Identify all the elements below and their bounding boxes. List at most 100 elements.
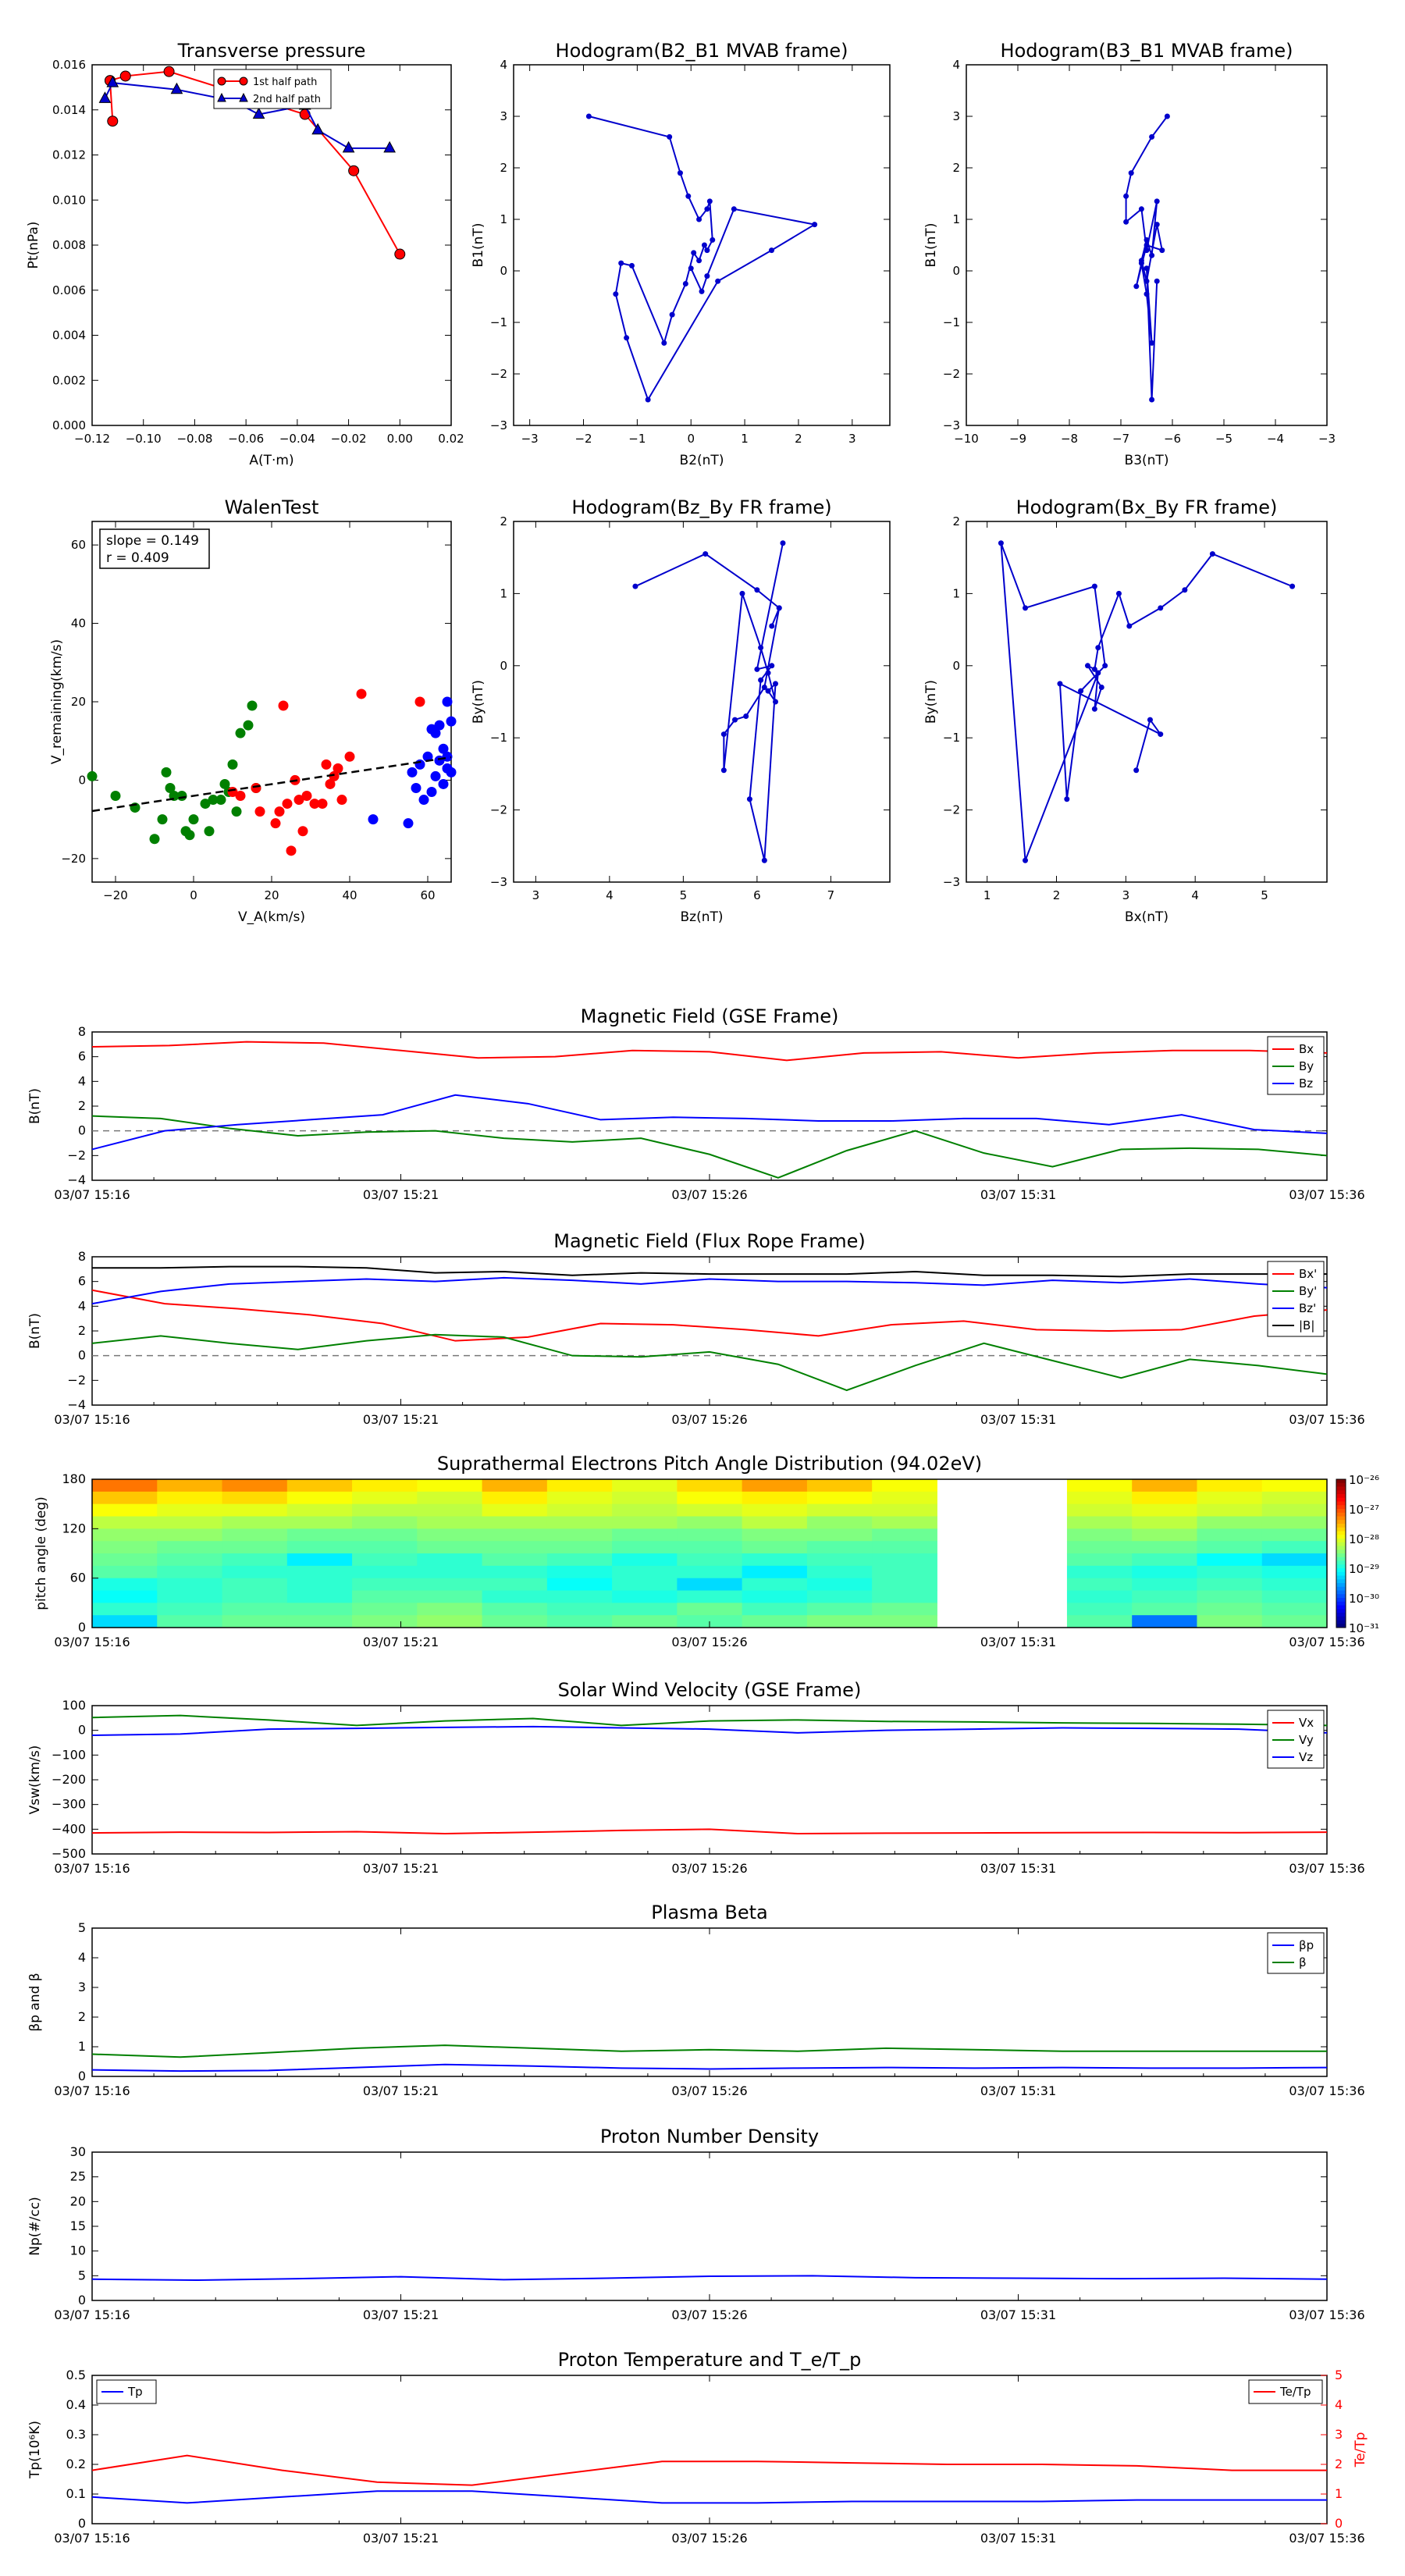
hodogram-point xyxy=(1158,605,1164,611)
heatmap-cell xyxy=(92,1503,158,1517)
chart-title: Suprathermal Electrons Pitch Angle Distr… xyxy=(437,1453,982,1475)
y2-tick-label: 1 xyxy=(1335,2486,1343,2501)
data-point xyxy=(430,770,441,781)
heatmap-cell xyxy=(872,1578,937,1591)
magnetic-field-gse-panel: Magnetic Field (GSE Frame) 03/07 15:16 03/… xyxy=(27,1005,1365,1202)
x-tick-label: 6 xyxy=(753,888,761,902)
hodogram-point xyxy=(769,623,775,629)
heatmap-cell xyxy=(157,1578,223,1591)
heatmap-cell xyxy=(157,1528,223,1542)
y-tick-label: 1 xyxy=(500,586,507,600)
y-tick-label: −2 xyxy=(943,803,960,817)
y-tick-label: 0.010 xyxy=(52,193,86,207)
x-tick-label: 03/07 15:21 xyxy=(363,1635,439,1649)
heatmap-cell xyxy=(1261,1553,1328,1567)
legend-label: Tp xyxy=(127,2385,143,2399)
hodogram-b3-b1-panel: Hodogram(B3_B1 MVAB frame)−10 −9 −8 −7 −6 −5−… xyxy=(923,40,1336,468)
heatmap-cell xyxy=(612,1528,678,1542)
y-tick-label: 0 xyxy=(78,2293,86,2307)
heatmap-cell xyxy=(806,1541,873,1554)
y-tick-label: 4 xyxy=(78,1073,86,1088)
hodogram-point xyxy=(685,193,692,199)
hodogram-point xyxy=(732,717,738,723)
proton-temperature-panel: Proton Temperature and T_e/T_p 03/07 15:1… xyxy=(27,2349,1368,2546)
legend-label: Bx' xyxy=(1299,1267,1317,1281)
heatmap-cell xyxy=(222,1528,288,1542)
heatmap-cell xyxy=(806,1553,873,1567)
hodogram-point xyxy=(1133,283,1140,290)
x-tick-label: 03/07 15:26 xyxy=(671,2307,747,2322)
x-tick-label: −7 xyxy=(1112,432,1129,446)
x-tick-label: 03/07 15:31 xyxy=(980,1861,1056,1876)
data-point xyxy=(414,759,425,770)
legend: Vx Vy Vz xyxy=(1267,1710,1325,1769)
data-point xyxy=(411,782,422,793)
heatmap-cell xyxy=(352,1528,418,1542)
series-line xyxy=(91,1115,1328,1179)
hodogram-point xyxy=(677,170,683,176)
colorbar-label: 10⁻³⁰ xyxy=(1349,1592,1379,1606)
hodogram-point xyxy=(704,206,710,212)
colorbar-cell xyxy=(1336,1501,1346,1506)
y-tick-label: −3 xyxy=(490,875,507,889)
heatmap-cell xyxy=(1197,1528,1263,1542)
heatmap-cell xyxy=(222,1516,288,1529)
x-tick-label: 3 xyxy=(532,888,540,902)
x-tick-label: 2 xyxy=(1053,888,1061,902)
x-axis-label: B2(nT) xyxy=(680,453,724,468)
plot-frame xyxy=(91,64,452,426)
heatmap-cell xyxy=(222,1541,288,1554)
hodogram-point xyxy=(667,133,673,140)
heatmap-cell xyxy=(677,1578,743,1591)
heatmap-cell xyxy=(1066,1590,1133,1603)
hodogram-point xyxy=(1144,291,1150,297)
hodogram-line xyxy=(1000,543,1293,861)
colorbar-cell xyxy=(1336,1479,1346,1484)
y-tick-label: 0 xyxy=(78,1123,86,1138)
y-tick-label: −2 xyxy=(943,367,960,381)
chart-title: Solar Wind Velocity (GSE Frame) xyxy=(558,1679,862,1701)
series-line xyxy=(91,2044,1327,2058)
heatmap-cell xyxy=(352,1503,418,1517)
heatmap-cell xyxy=(92,1491,158,1505)
heatmap-cell xyxy=(417,1491,483,1505)
heatmap-cell xyxy=(742,1590,808,1603)
fit-line xyxy=(91,756,452,813)
heatmap-cell xyxy=(612,1578,678,1591)
heatmap-cell xyxy=(612,1516,678,1529)
heatmap-cell xyxy=(286,1590,353,1603)
heatmap-cell xyxy=(1261,1590,1328,1603)
hodogram-point xyxy=(701,242,707,248)
hodogram-point xyxy=(1095,670,1101,676)
y-tick-label: −300 xyxy=(52,1797,86,1812)
series-line xyxy=(91,2490,1327,2504)
plot-frame xyxy=(966,64,1328,426)
y-axis-label: Np(#/cc) xyxy=(27,2197,43,2255)
heatmap-cell xyxy=(417,1578,483,1591)
series-line xyxy=(91,1094,1328,1151)
y-tick-label: −2 xyxy=(67,1372,86,1387)
y-axis-label: B(nT) xyxy=(27,1088,43,1124)
y-tick-label: 0.3 xyxy=(66,2427,86,2442)
heatmap-cell xyxy=(157,1553,223,1567)
x-tick-label: −4 xyxy=(1267,432,1284,446)
hodogram-point xyxy=(1164,113,1170,119)
heatmap-cell xyxy=(677,1590,743,1603)
heatmap-cell xyxy=(806,1603,873,1616)
y-tick-label: −3 xyxy=(943,875,960,889)
colorbar-cell xyxy=(1336,1609,1346,1614)
y-tick-label: 3 xyxy=(500,109,507,123)
colorbar-cell xyxy=(1336,1505,1346,1510)
heatmap-cell xyxy=(612,1590,678,1603)
heatmap-cell xyxy=(222,1565,288,1579)
colorbar-label: 10⁻³¹ xyxy=(1349,1621,1379,1635)
series-line xyxy=(91,1333,1328,1392)
heatmap-cell xyxy=(1066,1516,1133,1529)
colorbar-cell xyxy=(1336,1520,1346,1525)
heatmap-cell xyxy=(546,1516,613,1529)
heatmap-cell xyxy=(1261,1603,1328,1616)
series-line xyxy=(91,2063,1328,2073)
x-tick-label: −1 xyxy=(628,432,646,446)
y-tick-label: 1 xyxy=(952,212,960,226)
